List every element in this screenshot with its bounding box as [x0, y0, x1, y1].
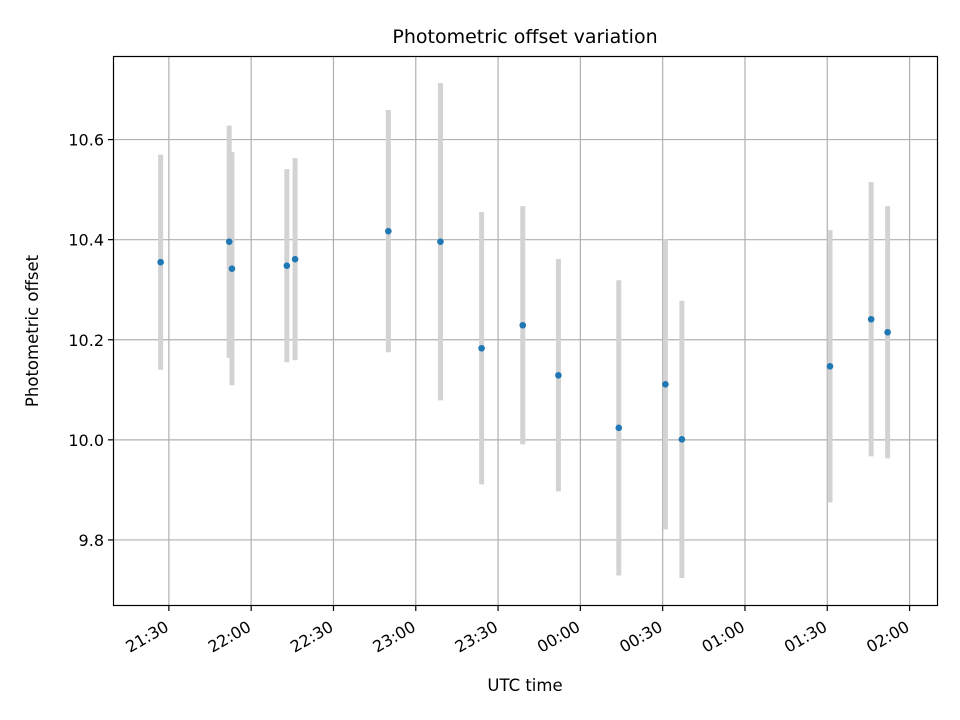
data-point — [478, 344, 485, 352]
x-tick-label: 22:30 — [287, 617, 336, 657]
y-axis-ticks: 9.8 10.0 10.2 10.4 10.6 — [68, 131, 114, 550]
data-points — [157, 227, 891, 443]
x-tick-label: 23:00 — [369, 617, 418, 657]
x-tick-label: 02:00 — [863, 617, 912, 657]
x-tick-label: 01:00 — [699, 617, 748, 657]
y-tick-label: 10.0 — [68, 431, 104, 450]
data-point — [826, 362, 834, 370]
data-point — [884, 328, 891, 336]
y-tick-label: 10.2 — [68, 331, 104, 350]
data-point — [615, 424, 623, 432]
x-axis-label: UTC time — [487, 676, 562, 695]
y-tick-label: 9.8 — [79, 531, 104, 550]
data-point — [225, 238, 233, 245]
chart-title: Photometric offset variation — [392, 26, 657, 48]
data-point — [519, 321, 527, 329]
plot-frame — [112, 55, 939, 607]
y-axis-label: Photometric offset — [23, 254, 42, 407]
x-tick-label: 22:00 — [205, 617, 254, 657]
data-point — [662, 380, 669, 388]
x-tick-label: 23:30 — [452, 617, 501, 657]
data-point — [291, 255, 299, 263]
data-point — [157, 258, 164, 266]
x-tick-label: 00:00 — [534, 617, 583, 657]
data-point — [555, 371, 562, 379]
data-point — [283, 262, 291, 269]
grid — [114, 57, 937, 605]
x-tick-label: 00:30 — [616, 617, 665, 657]
data-point — [385, 227, 392, 235]
data-point — [228, 265, 236, 272]
data-point — [867, 315, 875, 323]
y-tick-label: 10.4 — [68, 231, 104, 250]
y-tick-label: 10.6 — [68, 131, 104, 150]
x-tick-label: 01:30 — [781, 617, 830, 657]
error-bars — [158, 83, 891, 578]
x-tick-label: 21:30 — [122, 617, 171, 657]
x-axis-ticks: 21:30 22:00 22:30 23:00 23:30 00:00 00:30 01:00… — [122, 605, 913, 657]
data-point — [678, 436, 686, 443]
data-point — [437, 238, 444, 245]
